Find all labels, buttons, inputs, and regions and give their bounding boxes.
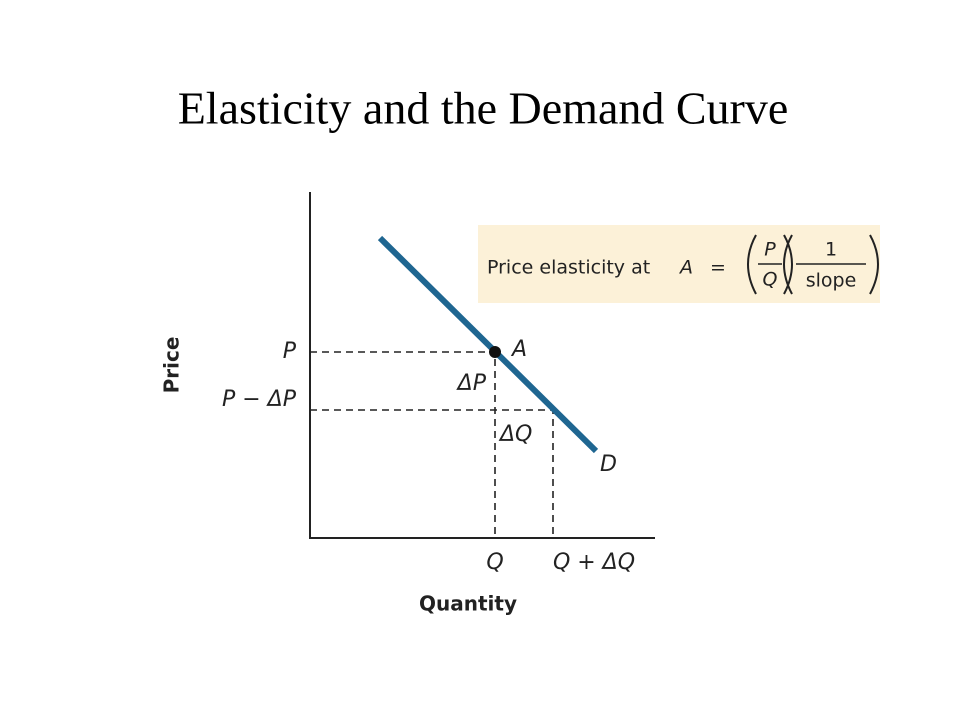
point-a [489, 346, 501, 358]
formula-point: A [678, 257, 693, 279]
curve-label: D [600, 452, 617, 477]
quantity-label: Q + ΔQ [553, 550, 635, 575]
point-label: A [510, 337, 527, 362]
price-label: P [283, 339, 297, 364]
demand-curve [377, 235, 599, 454]
title: Elasticity and the Demand Curve [178, 83, 789, 134]
formula-denominator: slope [806, 270, 857, 292]
quantity-label: Q [486, 550, 503, 575]
formula-numerator: 1 [825, 239, 837, 261]
parentheses [747, 234, 879, 295]
price-label: P − ΔP [222, 387, 297, 412]
formula-numerator: P [764, 239, 776, 261]
y-axis-label: Price [160, 337, 184, 394]
formula-denominator: Q [763, 269, 778, 291]
formula-text: Price elasticity at [487, 257, 650, 279]
change-label: ΔP [456, 371, 487, 396]
change-label: ΔQ [498, 422, 532, 447]
formula-equals: = [710, 257, 726, 279]
x-axis-label: Quantity [419, 592, 517, 616]
